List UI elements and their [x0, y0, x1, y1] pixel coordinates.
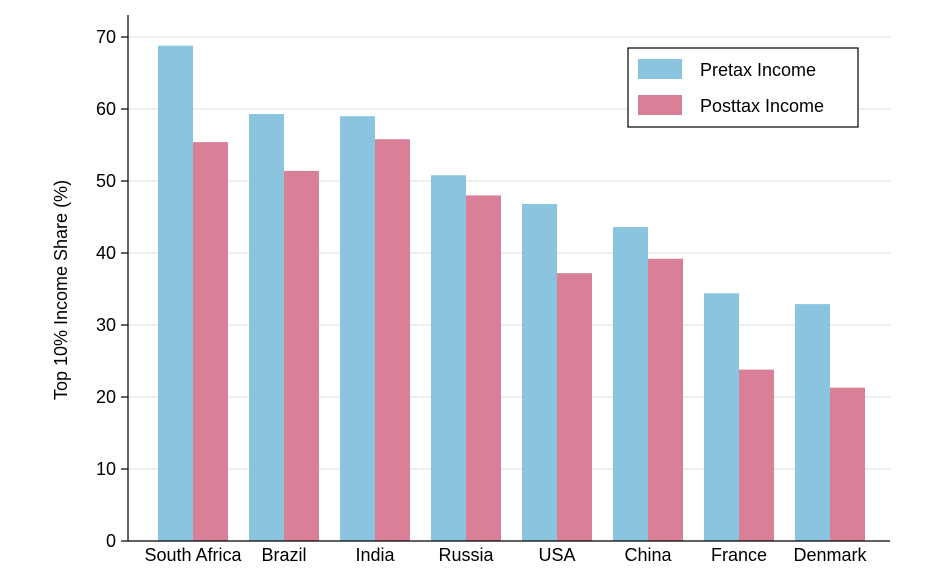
y-tick-label-20: 20 — [96, 387, 116, 407]
axes-layer — [121, 15, 890, 542]
bar-posttax-income-russia — [466, 195, 501, 541]
x-tick-label-india: India — [355, 545, 395, 565]
bar-posttax-income-denmark — [830, 387, 865, 541]
x-tick-label-brazil: Brazil — [261, 545, 306, 565]
labels-layer: 0 10 20 30 40 50 60 70 South Africa Brazil India Ru… — [96, 27, 868, 565]
y-tick-label-30: 30 — [96, 315, 116, 335]
legend-swatch-pretax — [638, 59, 682, 79]
bar-posttax-income-brazil — [284, 170, 319, 542]
x-tick-label-france: France — [711, 545, 767, 565]
bar-posttax-income-south-africa — [193, 142, 228, 541]
bar-posttax-income-china — [648, 258, 683, 541]
bar-pretax-income-france — [704, 293, 739, 541]
bar-pretax-income-india — [340, 116, 375, 541]
y-tick-label-50: 50 — [96, 171, 116, 191]
y-tick-label-70: 70 — [96, 27, 116, 47]
y-tick-label-10: 10 — [96, 459, 116, 479]
x-tick-label-denmark: Denmark — [793, 545, 867, 565]
y-tick-label-0: 0 — [106, 531, 116, 551]
bar-pretax-income-south-africa — [158, 45, 193, 541]
x-tick-label-china: China — [624, 545, 672, 565]
x-tick-label-russia: Russia — [438, 545, 494, 565]
y-axis-title: Top 10% Income Share (%) — [51, 180, 71, 400]
y-tick-label-40: 40 — [96, 243, 116, 263]
bar-pretax-income-russia — [431, 175, 466, 542]
legend: Pretax Income Posttax Income — [627, 47, 859, 128]
bar-posttax-income-france — [739, 369, 774, 541]
x-tick-label-south-africa: South Africa — [144, 545, 242, 565]
bar-posttax-income-india — [375, 139, 410, 542]
y-tick-label-60: 60 — [96, 99, 116, 119]
legend-label-posttax: Posttax Income — [700, 96, 824, 116]
bar-posttax-income-usa — [557, 273, 592, 541]
x-tick-label-usa: USA — [538, 545, 575, 565]
bar-pretax-income-denmark — [795, 304, 830, 541]
bar-pretax-income-usa — [522, 204, 557, 542]
legend-label-pretax: Pretax Income — [700, 60, 816, 80]
bars-layer — [158, 45, 865, 542]
bar-pretax-income-brazil — [249, 114, 284, 541]
bar-pretax-income-china — [613, 227, 648, 541]
legend-swatch-posttax — [638, 95, 682, 115]
